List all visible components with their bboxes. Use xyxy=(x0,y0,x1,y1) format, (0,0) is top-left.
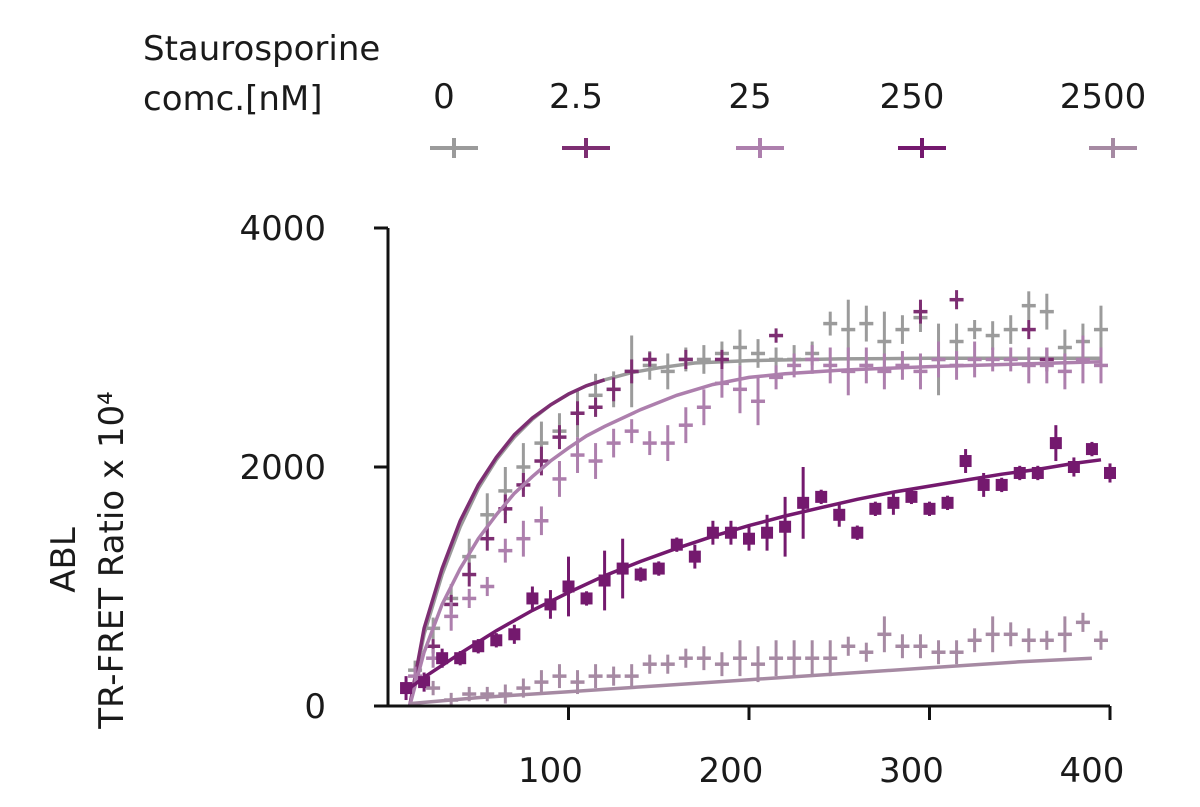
legend-item-3: 250 xyxy=(880,77,946,158)
data-point xyxy=(418,676,431,689)
data-point xyxy=(706,526,719,539)
data-point xyxy=(634,568,647,581)
data-point xyxy=(526,592,539,605)
y-axis-label-line-1: ABL xyxy=(44,527,84,593)
data-point xyxy=(779,520,792,533)
legend-item-0: 0 xyxy=(430,77,478,158)
data-point xyxy=(1104,466,1116,479)
legend-item-4: 2500 xyxy=(1060,77,1147,158)
series-3 xyxy=(400,425,1116,701)
fit-curve-2 xyxy=(408,360,1102,707)
data-point xyxy=(923,502,936,515)
fit-curve-4 xyxy=(409,656,1092,706)
data-point xyxy=(995,478,1008,491)
y-tick-label: 0 xyxy=(304,687,326,727)
fit-curve-0 xyxy=(407,356,1101,707)
fit-curve-1 xyxy=(407,378,606,707)
data-point xyxy=(869,502,882,515)
data-point xyxy=(616,562,629,575)
data-point xyxy=(959,455,972,468)
data-point xyxy=(508,628,521,641)
legend-item-2: 25 xyxy=(728,77,784,158)
data-point xyxy=(652,562,665,575)
data-point xyxy=(724,526,737,539)
y-axis-label-line-2: TR-FRET Ratio x 10⁴ xyxy=(92,391,132,729)
data-point xyxy=(905,490,918,503)
data-point xyxy=(544,598,557,611)
y-tick-label: 2000 xyxy=(239,448,326,488)
legend-title-line-2: comc.[nM] xyxy=(143,79,323,119)
legend-item-1: 2.5 xyxy=(549,77,610,158)
legend-label: 25 xyxy=(728,77,771,117)
data-point xyxy=(1067,461,1080,473)
data-point xyxy=(797,496,810,509)
data-point xyxy=(941,496,954,509)
data-point xyxy=(815,490,828,503)
y-axis-label: ABL TR-FRET Ratio x 10⁴ xyxy=(44,391,132,729)
data-point xyxy=(670,538,683,551)
data-point xyxy=(887,496,900,509)
plot-area xyxy=(400,290,1116,708)
data-point xyxy=(977,478,990,491)
y-tick-label: 4000 xyxy=(239,209,326,249)
series-1 xyxy=(407,290,1054,707)
data-point xyxy=(490,634,503,647)
x-tick-label: 200 xyxy=(699,751,764,791)
data-point xyxy=(1031,466,1044,479)
data-point xyxy=(598,574,611,587)
data-point xyxy=(1085,443,1098,456)
data-point xyxy=(833,508,846,521)
legend-label: 2500 xyxy=(1060,77,1147,117)
legend-label: 2.5 xyxy=(549,77,603,117)
legend: Staurosporine comc.[nM] 0 2.5 25 250 2500 xyxy=(143,29,1146,158)
legend-items: 0 2.5 25 250 2500 xyxy=(430,77,1146,158)
legend-label: 250 xyxy=(880,77,945,117)
data-point xyxy=(472,640,485,653)
data-point xyxy=(743,532,755,545)
data-point xyxy=(851,526,864,539)
series-4 xyxy=(409,612,1108,708)
legend-title-line-1: Staurosporine xyxy=(143,29,380,69)
x-tick-label: 400 xyxy=(1060,751,1125,791)
data-point xyxy=(454,652,467,665)
series-2 xyxy=(408,335,1108,707)
data-point xyxy=(400,682,413,695)
data-point xyxy=(562,580,575,593)
x-tick-label: 300 xyxy=(879,751,944,791)
data-point xyxy=(1013,466,1026,479)
data-point xyxy=(580,592,593,605)
data-point xyxy=(688,550,701,563)
data-point xyxy=(761,526,774,539)
x-tick-label: 100 xyxy=(518,751,583,791)
fit-curve-3 xyxy=(408,458,1102,690)
data-point xyxy=(1049,437,1062,450)
axes: 0 2000 4000 100 200 300 400 xyxy=(239,209,1124,791)
data-point xyxy=(436,652,449,665)
legend-label: 0 xyxy=(433,77,455,117)
